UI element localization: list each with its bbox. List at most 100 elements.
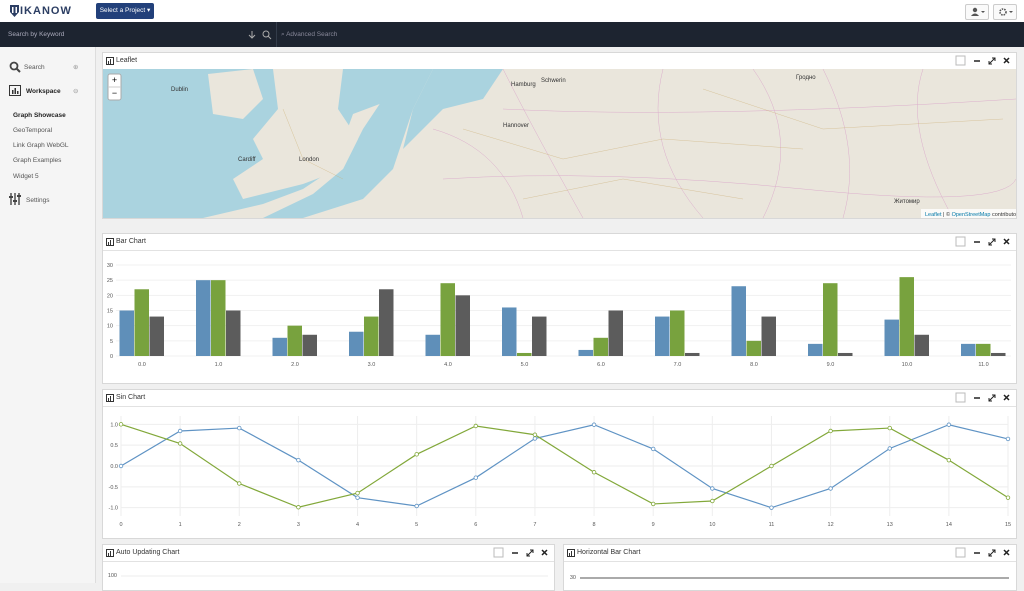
sidebar-item[interactable]: GeoTemporal [13,127,53,134]
point [532,436,538,441]
collapse-icon[interactable]: ⊖ [73,88,79,95]
point [591,422,597,427]
x-tick-label: 9 [652,522,655,528]
sidebar-item[interactable]: Graph Showcase [13,112,66,119]
bar [196,280,211,356]
y-tick-label: 5 [110,339,113,345]
bar [961,343,976,356]
bar [838,352,853,356]
sidebar-item[interactable]: Graph Examples [13,157,62,164]
panel-controls[interactable] [954,545,1016,561]
y-tick-label: 0.5 [110,443,118,449]
sidebar-search[interactable]: Search [24,64,45,71]
bar [731,286,746,356]
attribution: Leaflet | © OpenStreetMap contributors [925,211,1016,218]
map-label: Гродно [796,75,816,81]
close[interactable] [1003,238,1010,245]
close[interactable] [1003,394,1010,401]
point [296,505,301,510]
y-tick-label: 30 [570,575,576,581]
point [237,481,242,486]
y-tick-label: -1.0 [109,506,118,512]
x-tick-label: 3.0 [368,362,376,368]
attribution-text: contributors [992,212,1016,218]
close[interactable] [541,549,548,556]
panel-controls[interactable] [492,545,554,561]
close[interactable] [1003,57,1010,64]
zoom-in[interactable]: + [112,75,117,85]
panel-controls[interactable] [954,53,1016,69]
divider [276,22,277,47]
bar-chart-panel: Bar Chart 0 5 10 15 20 25 30 0.0 1.0 2.0 3.0 4.0 5.0… [102,233,1017,384]
maximize[interactable] [988,549,996,557]
select-box[interactable] [955,392,966,403]
point [296,457,301,463]
x-tick-label: 2.0 [291,362,299,368]
settings-button[interactable] [993,4,1017,20]
y-tick-label: 30 [107,263,113,269]
point [118,463,124,469]
map[interactable]: + − Leaflet | © OpenStreetMap contributo… [103,69,1016,218]
x-tick-label: 3 [297,522,300,528]
user-button[interactable] [965,4,989,20]
point [651,446,656,452]
bar [685,352,700,356]
point [710,486,715,491]
sidebar-item[interactable]: Widget 5 [13,173,39,180]
bar [517,352,532,356]
point [355,490,360,496]
y-tick-label: 0 [110,354,113,360]
x-tick-label: 9.0 [827,362,835,368]
panel-controls[interactable] [954,390,1016,406]
y-tick-label: 25 [107,278,113,284]
select-box[interactable] [955,547,966,558]
attribution-link[interactable]: OpenStreetMap [952,212,991,218]
hbar-chart-panel: Horizontal Bar Chart 30 [563,544,1017,591]
project-button[interactable]: Select a Project ▾ [96,3,154,19]
bar [440,283,455,356]
panel-controls[interactable] [954,234,1016,250]
bar [272,337,287,356]
panel-title: Bar Chart [116,238,146,245]
advanced-search-label[interactable]: Advanced Search [286,31,338,38]
close[interactable] [1003,549,1010,556]
search-input[interactable]: Search by Keyword [8,31,65,38]
logo[interactable]: IKANOW [20,5,72,17]
point [710,498,715,504]
bar [746,340,761,356]
panel-icon [106,57,114,65]
x-tick-label: 6 [474,522,477,528]
maximize[interactable] [526,549,534,557]
select-box[interactable] [955,236,966,247]
sidebar-item[interactable]: Link Graph WebGL [13,142,69,149]
attribution-link[interactable]: Leaflet [925,212,942,218]
y-tick-label: 15 [107,309,113,315]
map-label: Житомир [894,199,920,205]
zoom-out[interactable]: − [112,88,117,98]
search-icons[interactable] [248,30,272,40]
x-tick-label: 11.0 [978,362,988,368]
bar [379,289,394,356]
point [473,475,478,480]
select-box[interactable] [493,547,504,558]
map-label: Schwerin [541,78,566,84]
sidebar-settings[interactable]: Settings [26,197,50,204]
sidebar-workspace[interactable]: Workspace [26,88,61,95]
y-tick-label: 1.0 [110,422,118,428]
maximize[interactable] [988,394,996,402]
advanced-search[interactable]: ⌕ Advanced Search [281,31,338,38]
bar [608,310,623,356]
map-panel: Leaflet + − Leaflet | © OpenStreetMap co… [102,52,1017,219]
maximize[interactable] [988,57,996,65]
point [177,441,183,446]
bar [808,343,823,356]
bar [884,319,899,356]
bar [670,310,685,356]
expand-icon[interactable]: ⊕ [73,64,79,71]
bar [119,310,134,356]
logo-icon [10,5,19,17]
select-box[interactable] [955,55,966,66]
x-tick-label: 1.0 [215,362,223,368]
maximize[interactable] [988,238,996,246]
panel-icon [106,238,114,246]
